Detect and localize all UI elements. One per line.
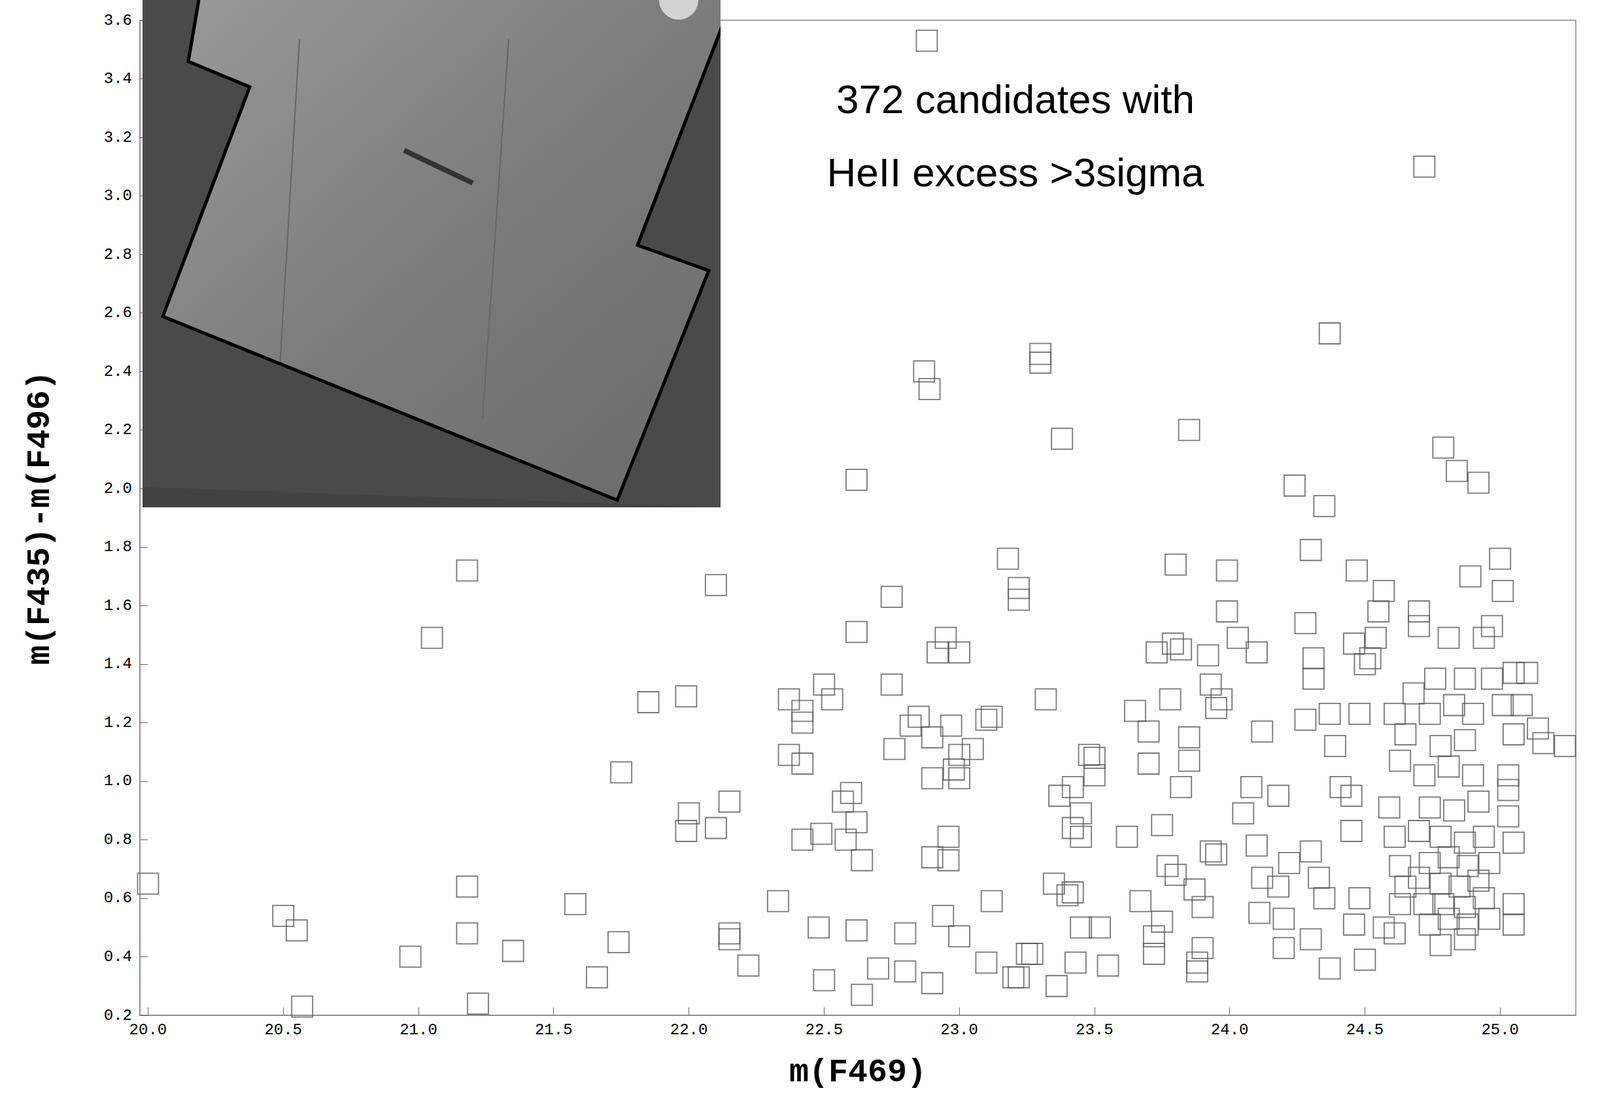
svg-text:0.6: 0.6 [103, 889, 133, 907]
svg-text:0.2: 0.2 [103, 1006, 133, 1025]
svg-text:1.6: 1.6 [103, 596, 133, 615]
svg-text:3.4: 3.4 [103, 69, 133, 88]
svg-text:1.0: 1.0 [103, 772, 133, 790]
svg-text:25.0: 25.0 [1480, 1021, 1519, 1039]
svg-text:3.6: 3.6 [103, 11, 133, 30]
svg-text:23.5: 23.5 [1075, 1021, 1114, 1039]
svg-text:22.5: 22.5 [805, 1021, 844, 1039]
svg-text:2.2: 2.2 [103, 421, 133, 439]
svg-text:HeII excess >3sigma: HeII excess >3sigma [826, 149, 1205, 195]
svg-text:372 candidates with: 372 candidates with [836, 76, 1195, 122]
svg-text:m(F469): m(F469) [789, 1054, 927, 1092]
svg-text:m(F435)-m(F496): m(F435)-m(F496) [21, 370, 59, 665]
svg-text:0.8: 0.8 [103, 831, 133, 849]
svg-text:3.2: 3.2 [103, 128, 133, 147]
svg-text:21.5: 21.5 [534, 1021, 573, 1039]
svg-text:20.5: 20.5 [264, 1021, 303, 1039]
svg-text:1.2: 1.2 [103, 714, 133, 732]
svg-text:24.0: 24.0 [1210, 1021, 1249, 1039]
svg-text:22.0: 22.0 [670, 1021, 709, 1039]
svg-text:2.6: 2.6 [103, 304, 133, 322]
svg-text:23.0: 23.0 [940, 1021, 979, 1039]
svg-text:24.5: 24.5 [1346, 1021, 1385, 1039]
svg-text:0.4: 0.4 [103, 948, 133, 966]
svg-text:3.0: 3.0 [103, 187, 133, 205]
svg-text:2.8: 2.8 [103, 245, 133, 264]
svg-text:21.0: 21.0 [399, 1021, 438, 1039]
svg-text:1.8: 1.8 [103, 538, 133, 556]
svg-text:20.0: 20.0 [129, 1021, 168, 1039]
svg-text:2.0: 2.0 [103, 479, 133, 498]
svg-text:1.4: 1.4 [103, 655, 133, 673]
svg-text:2.4: 2.4 [103, 362, 133, 381]
